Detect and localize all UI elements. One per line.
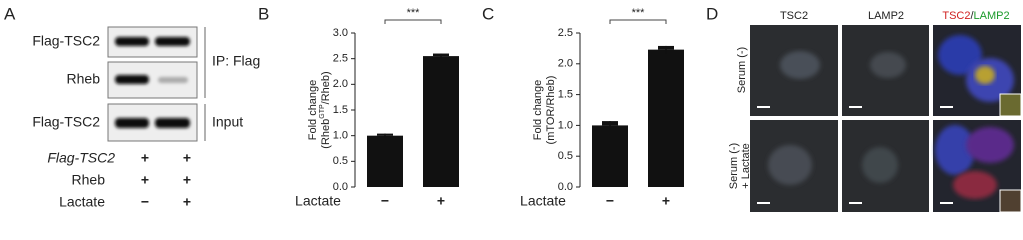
condition-label: Flag-TSC2: [47, 150, 115, 166]
y-axis-label: Fold change: [532, 80, 544, 141]
figure: A Flag-TSC2 Rheb Flag-TSC2 IP: Flag Inpu…: [4, 4, 1022, 213]
sign: +: [183, 150, 191, 166]
y-axis-label: Fold change: [307, 80, 319, 141]
y-tick-label: 1.5: [333, 104, 348, 116]
y-tick-label: 1.0: [558, 119, 573, 131]
y-axis-label-part: (Rheb: [320, 119, 332, 149]
y-tick-label: 0.5: [558, 150, 573, 162]
y-axis-label: (mTOR/Rheb): [545, 76, 557, 145]
error-cap: [433, 53, 449, 57]
panel-label: B: [258, 4, 269, 23]
x-tick-label: −: [606, 193, 614, 209]
y-axis-label-part: (mTOR/Rheb): [545, 76, 557, 145]
column-label: TSC2/LAMP2: [942, 10, 1009, 22]
blot: [107, 26, 206, 142]
y-tick-label: 2.0: [558, 58, 573, 70]
micrographs: [750, 25, 1022, 213]
row-label: + Lactate: [740, 143, 752, 189]
blot-label: Flag-TSC2: [32, 33, 100, 49]
condition-label: Lactate: [59, 194, 105, 210]
column-label: TSC2: [780, 10, 808, 22]
merged-label: TSC2: [942, 10, 970, 22]
y-axis-label: (RhebGTP/Rheb): [319, 71, 332, 148]
y-tick-label: 1.0: [333, 130, 348, 142]
group-label: Input: [212, 114, 243, 130]
x-tick-label: +: [437, 193, 445, 209]
significance: ***: [632, 7, 646, 19]
error-cap: [658, 45, 674, 50]
panel-label: D: [706, 4, 718, 23]
row-label: Serum (-): [728, 143, 740, 189]
y-tick-label: 1.5: [558, 89, 573, 101]
significance-bracket: [609, 19, 667, 24]
sign: −: [141, 194, 149, 210]
error-cap: [377, 133, 393, 136]
y-axis-label-part: /Rheb): [320, 71, 332, 104]
panel-label: C: [482, 4, 494, 23]
column-label: LAMP2: [868, 10, 904, 22]
bar: [592, 125, 628, 187]
y-tick-label: 2.5: [558, 27, 573, 39]
row-label: Serum (-): [736, 47, 748, 93]
y-tick-label: 0.5: [333, 155, 348, 167]
panel-label: A: [4, 4, 16, 23]
bar: [423, 56, 459, 187]
y-tick-label: 2.5: [333, 53, 348, 65]
sign: +: [183, 172, 191, 188]
blot-label: Flag-TSC2: [32, 114, 100, 130]
sign: +: [141, 150, 149, 166]
significance: ***: [407, 7, 421, 19]
sign: +: [183, 194, 191, 210]
y-tick-label: 3.0: [333, 27, 348, 39]
significance-bracket: [384, 19, 442, 24]
y-axis-label-part: GTP: [319, 104, 326, 119]
y-tick-label: 0.0: [333, 181, 348, 193]
sign: +: [141, 172, 149, 188]
merged-label: /: [970, 10, 974, 22]
blot-label: Rheb: [67, 71, 101, 87]
bar: [648, 49, 684, 187]
x-tick-label: −: [381, 193, 389, 209]
y-tick-label: 0.0: [558, 181, 573, 193]
x-axis-label: Lactate: [520, 193, 566, 209]
x-tick-label: +: [662, 193, 670, 209]
group-label: IP: Flag: [212, 53, 260, 69]
condition-label: Rheb: [72, 172, 106, 188]
error-cap: [602, 121, 618, 126]
merged-label: LAMP2: [974, 10, 1010, 22]
y-tick-label: 2.0: [333, 78, 348, 90]
x-axis-label: Lactate: [295, 193, 341, 209]
bar: [367, 135, 403, 187]
